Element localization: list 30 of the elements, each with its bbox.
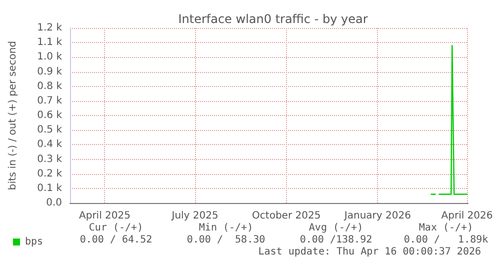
y-tick-label: 1.1 k	[37, 37, 62, 48]
y-tick-label: 0.9 k	[37, 66, 62, 78]
y-tick-label: 0.8 k	[37, 80, 62, 92]
text: Max (-/+)	[418, 222, 474, 234]
text: 0.00 / 64.52	[80, 234, 152, 246]
text: 0.00 / 58.30	[186, 234, 266, 246]
x-tick-label: July 2025	[170, 210, 218, 222]
y-tick-label: 1.2 k	[37, 22, 62, 34]
text: Min (-/+)	[198, 222, 254, 234]
y-tick-label: 0.6 k	[37, 110, 62, 121]
y-tick-label: 0.5 k	[37, 124, 62, 136]
y-tick-label: 0.4 k	[37, 139, 62, 150]
legend-label: bps	[25, 236, 44, 248]
text: 0.00 /138.92	[300, 234, 372, 246]
text: Avg (-/+)	[308, 222, 364, 234]
y-tick-label: 0.1 k	[37, 182, 62, 194]
text: Last update: Thu Apr 16 00:00:37 2026	[258, 246, 482, 258]
y-tick-label: 0.3 k	[37, 154, 62, 165]
y-tick-label: 1.0 k	[37, 52, 62, 63]
text: Cur (-/+)	[88, 222, 144, 234]
x-tick-label: April 2026	[441, 210, 493, 222]
chart-title: Interface wlan0 traffic - by year	[178, 12, 368, 26]
y-axis-title: bits in (-) / out (+) per second	[8, 40, 18, 190]
x-tick-label: April 2025	[78, 210, 130, 222]
y-tick-label: 0.0	[46, 198, 62, 208]
text: 0.00 / 1.89k	[404, 234, 488, 246]
y-tick-label: 0.2 k	[37, 168, 62, 180]
x-tick-label: January 2026	[343, 210, 411, 222]
x-tick-label: October 2025	[252, 210, 321, 222]
y-tick-label: 0.7 k	[37, 95, 62, 106]
